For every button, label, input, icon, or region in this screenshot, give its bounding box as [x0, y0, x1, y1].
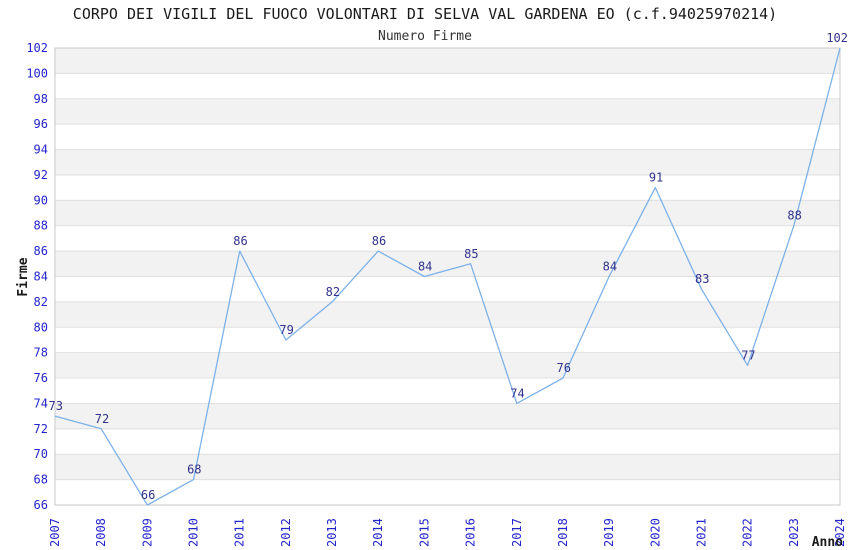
grid-band [55, 352, 840, 379]
x-tick-label: 2019 [602, 518, 616, 547]
plot-area: 66 68 70 72 74 76 78 80 82 84 86 88 90 92 94 96 98 100 102… [26, 31, 848, 547]
y-tick-label: 80 [34, 320, 48, 334]
y-tick-label: 94 [34, 143, 48, 157]
y-tick-label: 82 [34, 295, 48, 309]
data-point-label: 84 [418, 260, 432, 274]
y-tick-label: 92 [34, 168, 48, 182]
grid-band [55, 98, 840, 125]
x-tick-label: 2024 [833, 518, 847, 547]
grid-band [55, 251, 840, 277]
data-point-label: 88 [787, 209, 801, 223]
data-point-label: 84 [603, 260, 617, 274]
y-tick-label: 66 [34, 498, 48, 512]
x-tick-label: 2017 [510, 518, 524, 547]
chart-title: CORPO DEI VIGILI DEL FUOCO VOLONTARI DI … [73, 5, 777, 23]
y-tick-label: 74 [34, 396, 48, 410]
grid-band [55, 301, 840, 328]
grid-band [55, 200, 840, 226]
x-tick-label: 2022 [741, 518, 755, 547]
data-point-label: 85 [464, 247, 478, 261]
y-tick-label: 72 [34, 422, 48, 436]
data-point-label: 79 [279, 323, 293, 337]
x-tick-label: 2010 [187, 518, 201, 547]
y-tick-label: 76 [34, 371, 48, 385]
data-point-label: 102 [826, 31, 848, 45]
x-tick-label: 2018 [556, 518, 570, 547]
x-tick-label: 2007 [48, 518, 62, 547]
data-point-label: 77 [741, 348, 755, 362]
x-tick-label: 2021 [694, 518, 708, 547]
y-tick-label: 70 [34, 447, 48, 461]
y-tick-label: 88 [34, 219, 48, 233]
x-tick-label: 2008 [94, 518, 108, 547]
x-tick-label: 2009 [140, 518, 154, 547]
chart-subtitle: Numero Firme [378, 29, 472, 44]
data-point-label: 83 [695, 272, 709, 286]
data-point-label: 86 [233, 234, 247, 248]
data-point-label: 66 [141, 488, 155, 502]
x-tick-label: 2014 [371, 518, 385, 547]
y-tick-label: 100 [26, 66, 48, 80]
grid-band [55, 48, 840, 74]
x-axis-title: Anno [812, 535, 843, 550]
data-point-label: 82 [326, 285, 340, 299]
y-tick-label: 84 [34, 270, 48, 284]
x-tick-label: 2013 [325, 518, 339, 547]
x-tick-label: 2020 [648, 518, 662, 547]
plot-border [54, 47, 841, 506]
data-point-label: 86 [372, 234, 386, 248]
y-tick-label: 86 [34, 244, 48, 258]
grid-band [55, 454, 840, 480]
grid-band [55, 403, 840, 429]
data-point-label: 76 [556, 361, 570, 375]
y-tick-label: 98 [34, 92, 48, 106]
data-point-label: 68 [187, 463, 201, 477]
data-line [54, 47, 841, 506]
y-axis-title: Firme [16, 257, 31, 296]
x-tick-label: 2012 [279, 518, 293, 547]
y-tick-label: 102 [26, 41, 48, 55]
data-point-label: 91 [649, 171, 663, 185]
y-tick-label: 68 [34, 473, 48, 487]
data-point-label: 72 [95, 412, 109, 426]
y-tick-label: 78 [34, 346, 48, 360]
data-point-label: 73 [49, 399, 63, 413]
x-tick-label: 2016 [464, 518, 478, 547]
x-tick-label: 2011 [233, 518, 247, 547]
grid-band [55, 149, 840, 175]
x-tick-label: 2023 [787, 518, 801, 547]
x-tick-label: 2015 [417, 518, 431, 547]
y-tick-label: 90 [34, 193, 48, 207]
y-tick-label: 96 [34, 117, 48, 131]
data-point-label: 74 [510, 386, 524, 400]
